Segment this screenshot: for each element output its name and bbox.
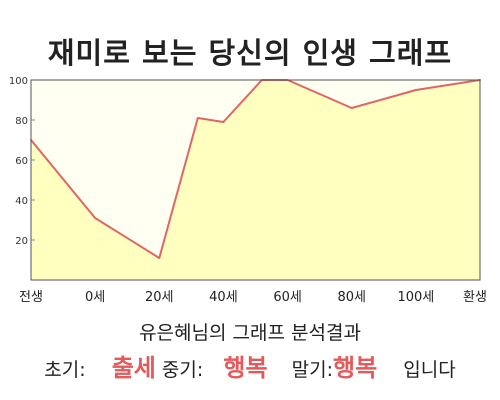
chart-title: 재미로 보는 당신의 인생 그래프: [47, 36, 453, 70]
x-tick-label-0: 전생: [19, 290, 43, 305]
x-tick-label-6: 100세: [397, 290, 434, 305]
plot-frame: [30, 79, 481, 281]
late-value: 행복: [333, 354, 378, 382]
early-label: 초기:: [44, 359, 86, 381]
late-label: 말기:: [291, 359, 334, 381]
x-tick-label-3: 40세: [209, 290, 238, 305]
analysis-subtitle: 유은혜님의 그래프 분석결과: [139, 322, 361, 344]
x-tick-label-1: 0세: [85, 290, 105, 305]
data-point-7: [350, 107, 353, 109]
life-area-fill: [31, 80, 480, 280]
x-tick-label-5: 80세: [337, 290, 366, 305]
mid-label: 중기:: [161, 359, 204, 381]
data-point-8: [414, 89, 417, 91]
early-value: 출세: [111, 354, 156, 382]
y-tick-label-40: 40: [15, 196, 28, 207]
y-tick-label-20: 20: [15, 236, 28, 247]
result-suffix: 입니다: [403, 359, 456, 381]
y-tick-label-60: 60: [15, 156, 28, 167]
data-point-1: [94, 217, 97, 219]
mid-value: 행복: [223, 354, 268, 382]
y-tick-label-100: 100: [9, 76, 28, 87]
y-tick-label-80: 80: [15, 116, 28, 127]
x-tick-label-7: 환생: [463, 290, 487, 305]
data-point-4: [222, 121, 225, 123]
x-tick-label-4: 60세: [273, 290, 302, 305]
data-point-2: [158, 257, 161, 259]
analysis-result: 초기: 출세 중기: 행복 말기:행복 입니다: [0, 348, 500, 383]
data-point-3: [196, 117, 199, 119]
x-tick-label-2: 20세: [145, 290, 174, 305]
life-series-line: [30, 79, 481, 259]
